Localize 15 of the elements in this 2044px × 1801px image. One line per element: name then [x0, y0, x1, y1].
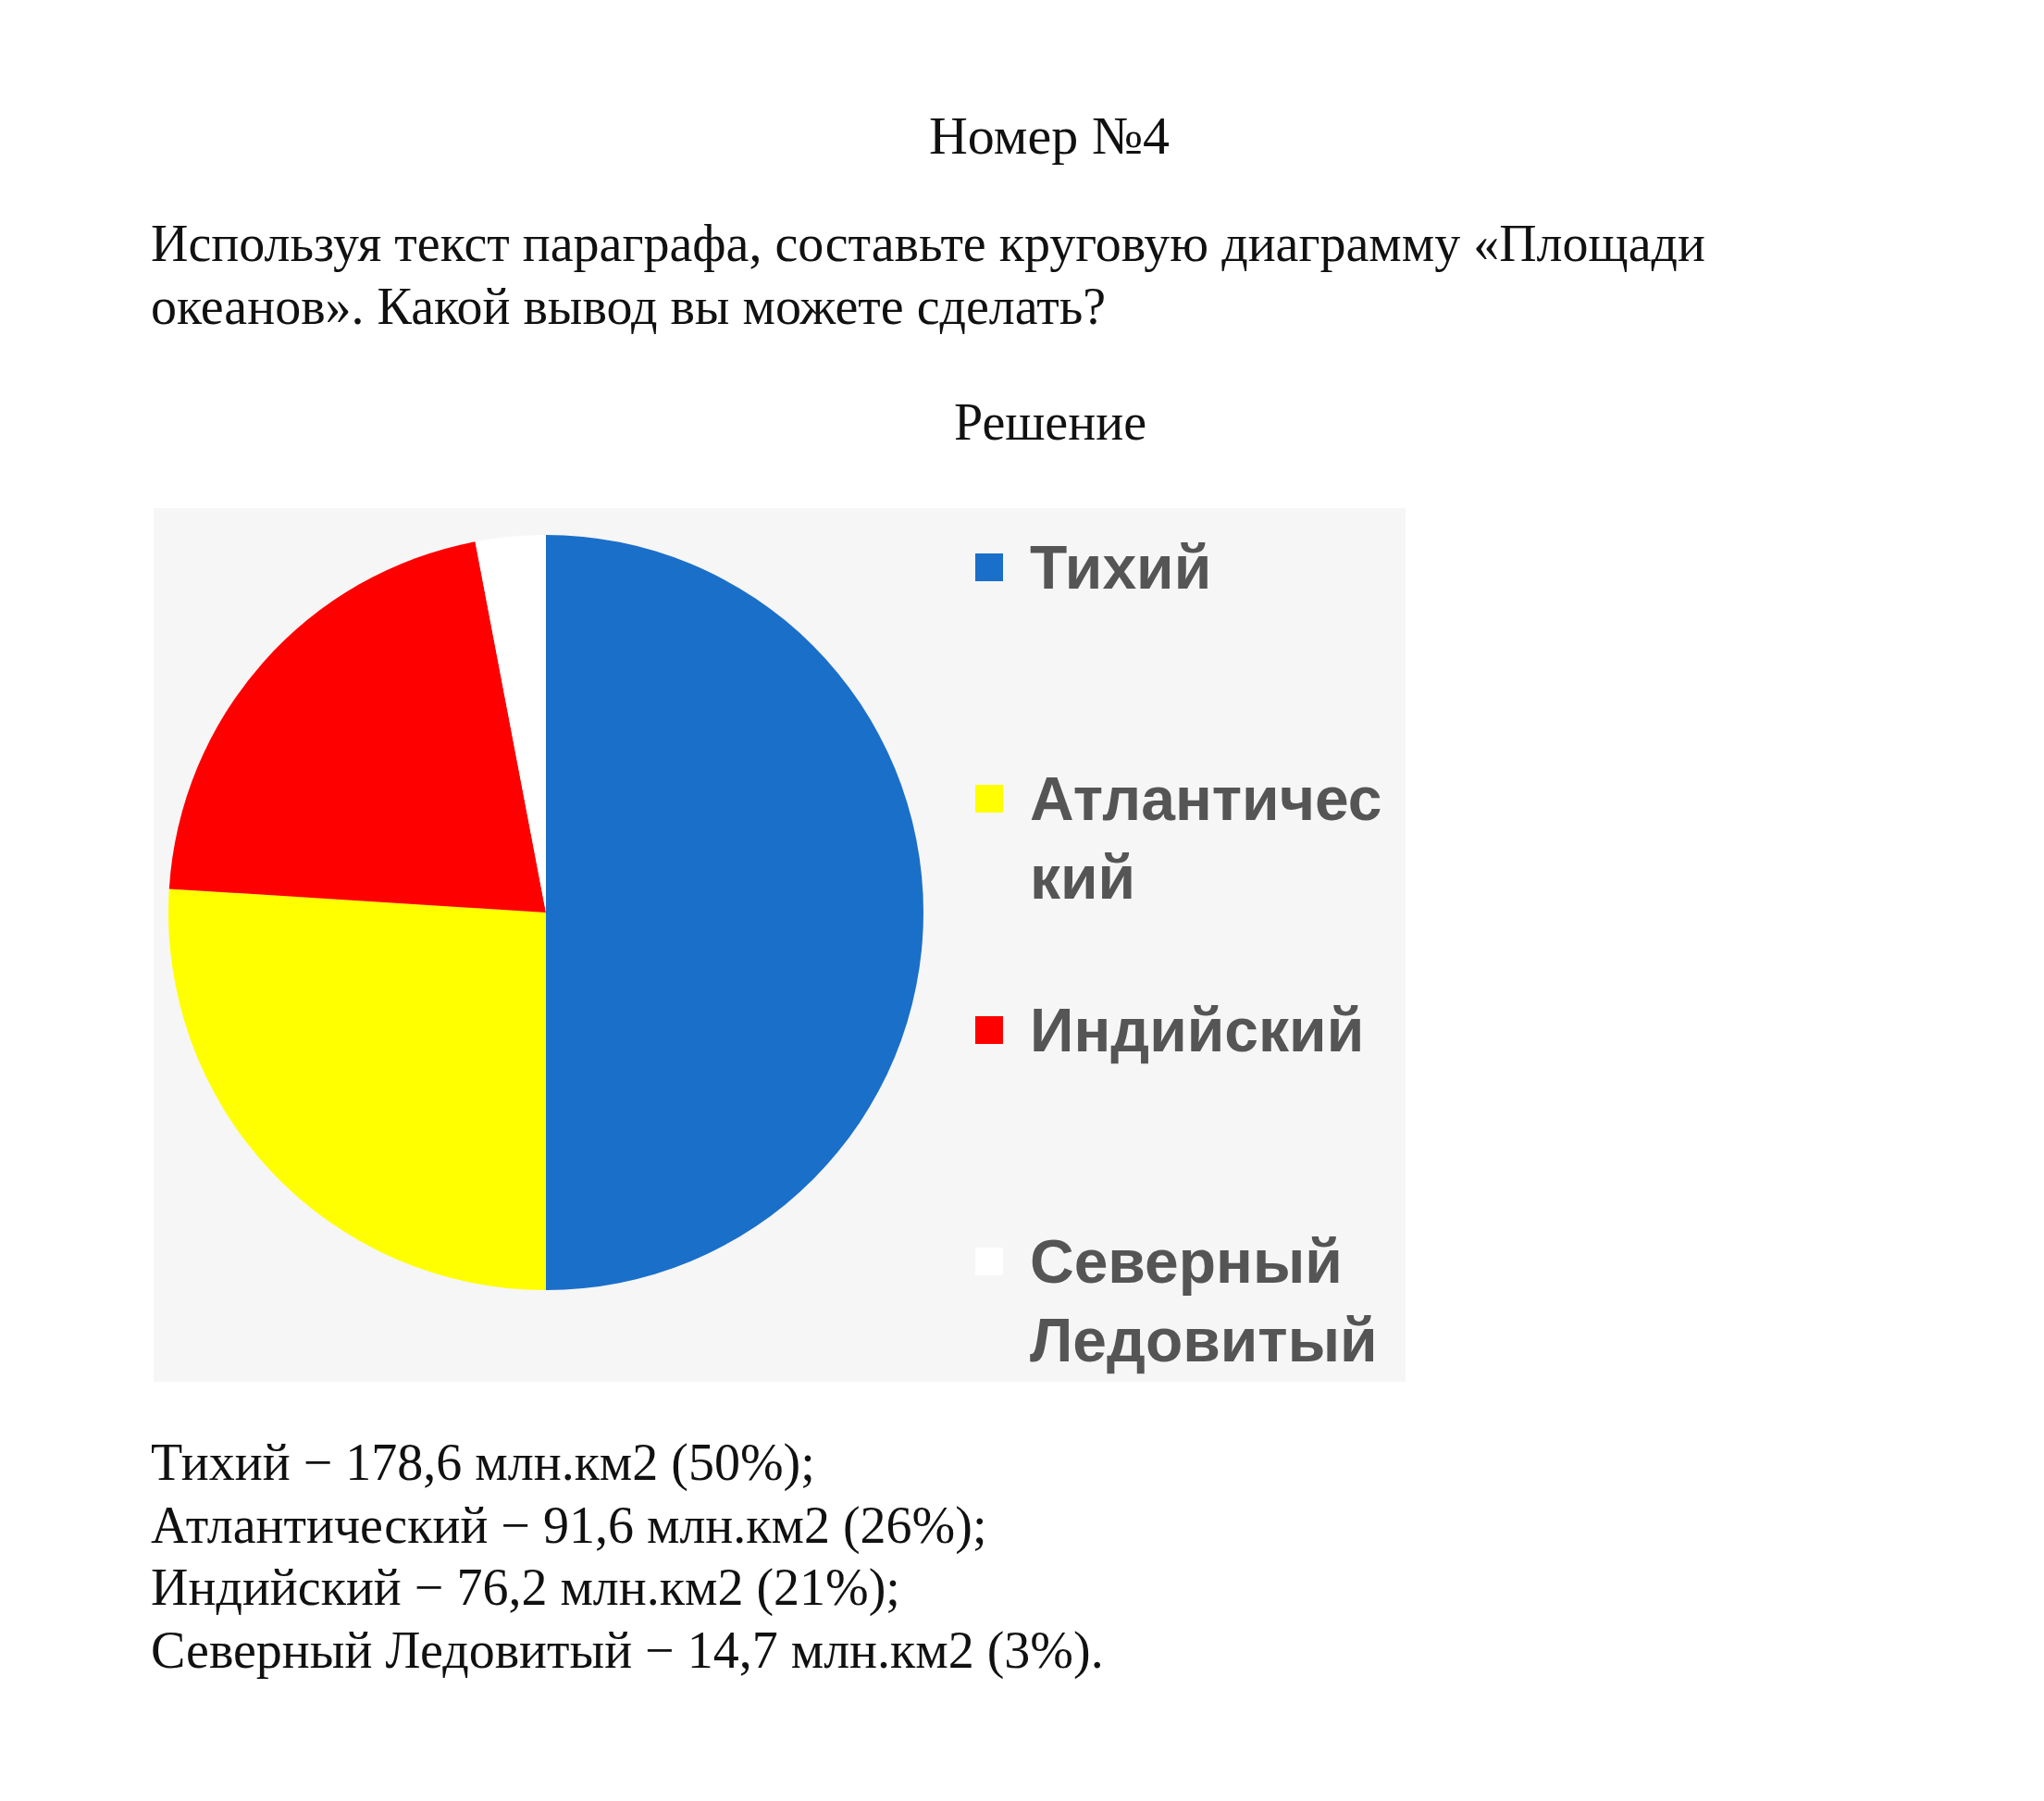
text: Атлантический − 91,6 млн.км2 (26%); [151, 1496, 987, 1555]
chart-title: Номер №4 [928, 106, 1171, 166]
legend-label: Тихий [1030, 533, 1212, 602]
chart-subtitle: Используя текст параграфа, составьте круговую диаграмму «Площади океанов». Какой вывод вы можете сделать? [151, 215, 1705, 335]
text: Тихий − 178,6 млн.км2 (50%); [151, 1434, 815, 1492]
legend-label: Атлантический [1030, 764, 1382, 912]
legend-label: Северный Ледовитый [1030, 1227, 1378, 1374]
pie-slice [168, 888, 546, 1290]
pie-slice [475, 535, 546, 913]
text: Индийский − 76,2 млн.км2 (21%); [151, 1559, 900, 1618]
text: Северный Ледовитый − 14,7 млн.км2 (3%). [151, 1621, 1104, 1680]
pie-slice [546, 535, 923, 1290]
pie-slice [168, 541, 546, 913]
legend-label: Индийский [1030, 996, 1365, 1064]
text: Решение [953, 393, 1147, 451]
